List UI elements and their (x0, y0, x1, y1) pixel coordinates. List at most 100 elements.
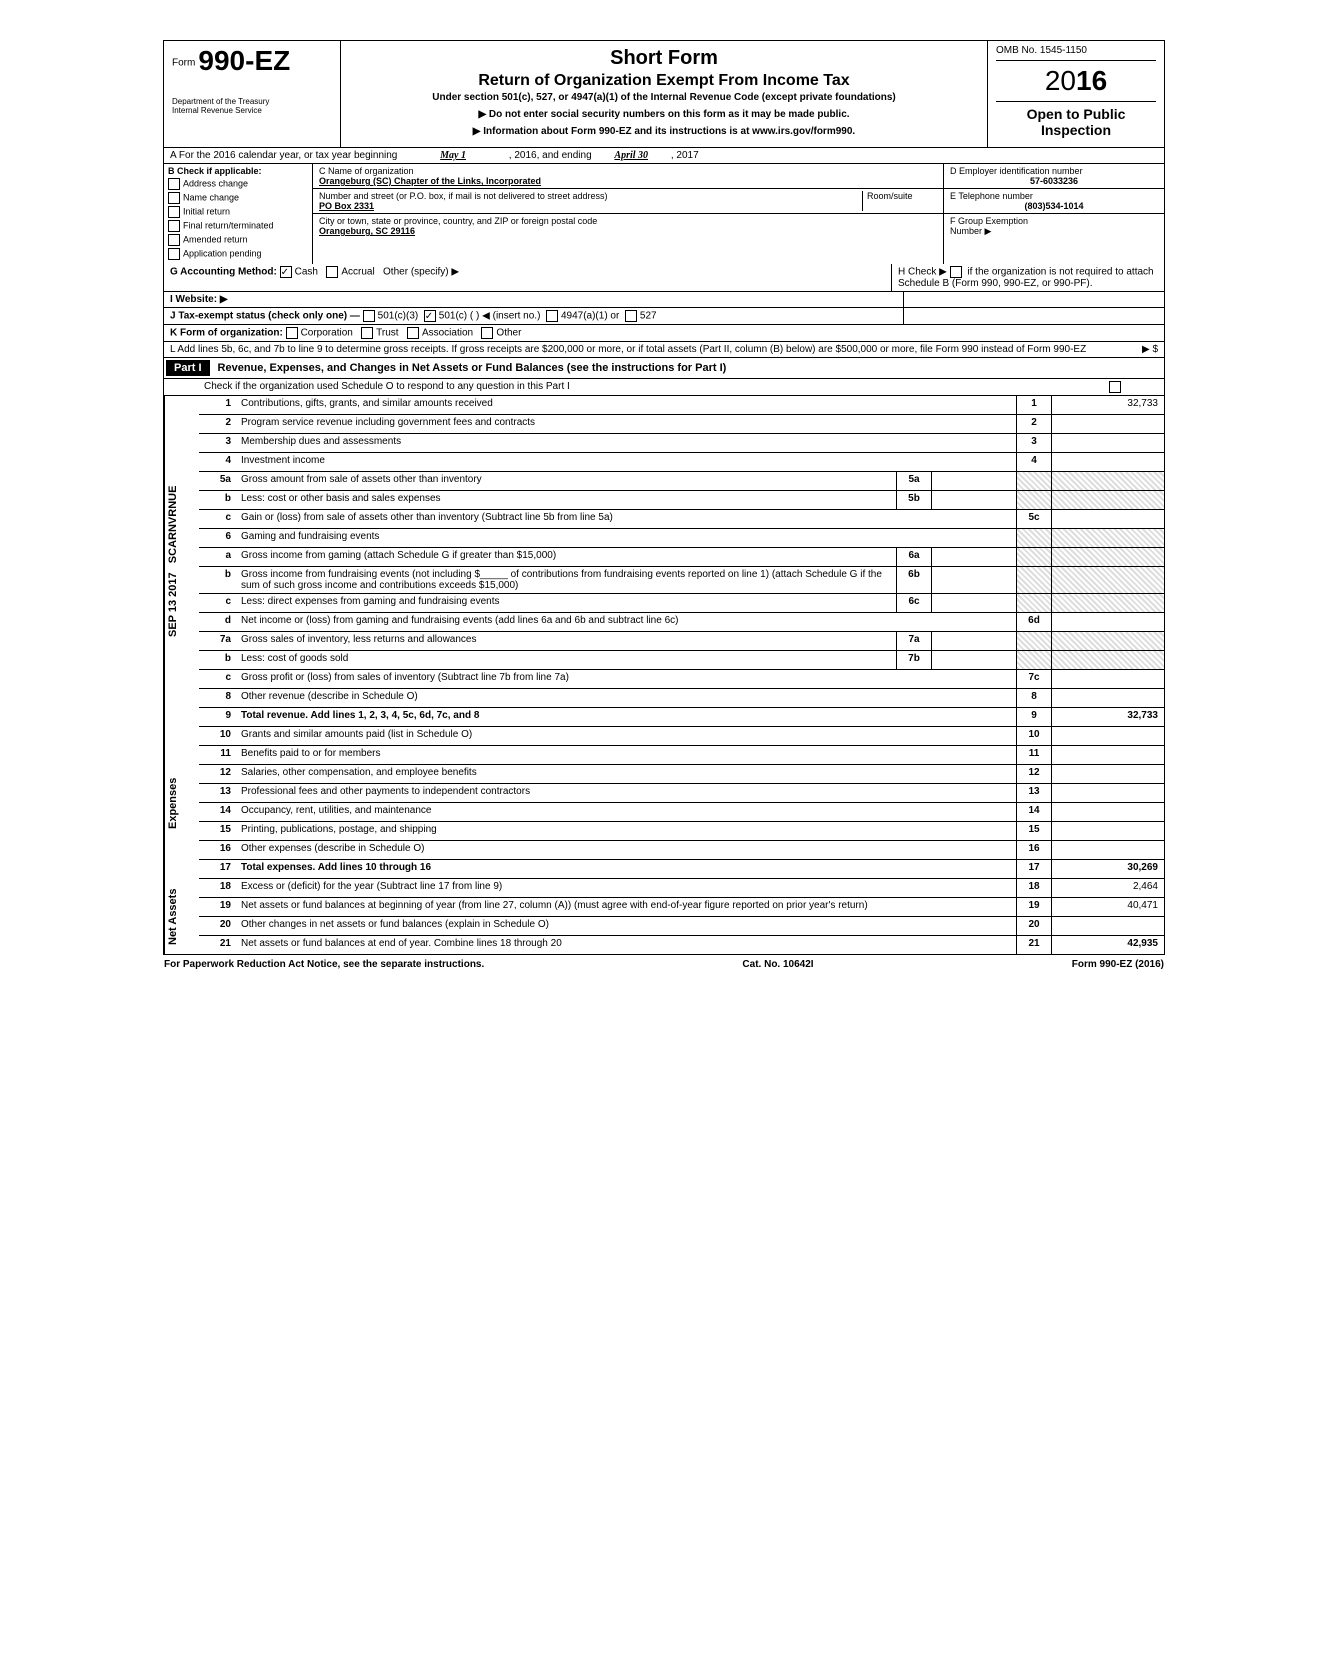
street-label: Number and street (or P.O. box, if mail … (319, 191, 862, 201)
section-b-header: B Check if applicable: (168, 166, 308, 176)
ein-label: D Employer identification number (950, 166, 1158, 176)
line-17-text: Total expenses. Add lines 10 through 16 (237, 860, 1016, 878)
part1-label: Part I (166, 360, 210, 376)
line-13-amount[interactable] (1051, 784, 1164, 802)
tax-year: 2016 (996, 61, 1156, 102)
line-4-amount[interactable] (1051, 453, 1164, 471)
line-14-amount[interactable] (1051, 803, 1164, 821)
check-address-change[interactable]: Address change (168, 178, 308, 190)
line-2-amount[interactable] (1051, 415, 1164, 433)
line-gh: G Accounting Method: Cash Accrual Other … (164, 264, 1164, 292)
line-11-amount[interactable] (1051, 746, 1164, 764)
line-12-amount[interactable] (1051, 765, 1164, 783)
line-8-amount[interactable] (1051, 689, 1164, 707)
side-label-revenue: SEP 13 2017 SCARNVRNUE (164, 396, 199, 727)
footer-mid: Cat. No. 10642I (742, 959, 813, 970)
check-other-org[interactable] (481, 327, 493, 339)
check-final-return[interactable]: Final return/terminated (168, 220, 308, 232)
check-application-pending[interactable]: Application pending (168, 248, 308, 260)
line-15-amount[interactable] (1051, 822, 1164, 840)
phone-value[interactable]: (803)534-1014 (950, 201, 1158, 211)
line-a: A For the 2016 calendar year, or tax yea… (164, 148, 1164, 164)
line-20-text: Other changes in net assets or fund bala… (237, 917, 1016, 935)
line-9-amount[interactable]: 32,733 (1051, 708, 1164, 726)
line-a-begin[interactable]: May 1 (400, 150, 506, 161)
line-l-arrow: ▶ $ (1142, 344, 1158, 355)
section-b: B Check if applicable: Address change Na… (164, 164, 313, 264)
line-19-amount[interactable]: 40,471 (1051, 898, 1164, 916)
notice-info: ▶ Information about Form 990-EZ and its … (345, 126, 983, 137)
part1-header: Part I Revenue, Expenses, and Changes in… (164, 358, 1164, 379)
check-amended-return[interactable]: Amended return (168, 234, 308, 246)
part1-title: Revenue, Expenses, and Changes in Net As… (210, 362, 727, 374)
check-initial-return[interactable]: Initial return (168, 206, 308, 218)
line-i: I Website: ▶ (164, 292, 1164, 308)
line-21-amount[interactable]: 42,935 (1051, 936, 1164, 954)
net-assets-section: Net Assets 18Excess or (deficit) for the… (164, 879, 1164, 954)
line-7c-text: Gross profit or (loss) from sales of inv… (237, 670, 1016, 688)
line-h-label: H Check ▶ (898, 267, 947, 278)
form-header: Form 990-EZ Department of the Treasury I… (164, 41, 1164, 148)
check-527[interactable] (625, 310, 637, 322)
line-16-amount[interactable] (1051, 841, 1164, 859)
form-prefix: Form (172, 57, 195, 68)
check-501c[interactable] (424, 310, 436, 322)
line-19-text: Net assets or fund balances at beginning… (237, 898, 1016, 916)
form-number: 990-EZ (198, 45, 290, 76)
check-4947[interactable] (546, 310, 558, 322)
under-text: Under section 501(c), 527, or 4947(a)(1)… (345, 92, 983, 103)
check-501c3[interactable] (363, 310, 375, 322)
line-18-amount[interactable]: 2,464 (1051, 879, 1164, 897)
check-trust[interactable] (361, 327, 373, 339)
check-schedule-b[interactable] (950, 266, 962, 278)
main-title: Short Form (345, 47, 983, 70)
line-6d-amount[interactable] (1051, 613, 1164, 631)
city-label: City or town, state or province, country… (319, 216, 937, 226)
line-j: J Tax-exempt status (check only one) — 5… (164, 308, 1164, 325)
line-a-end[interactable]: April 30 (594, 150, 668, 161)
room-label: Room/suite (867, 191, 937, 201)
line-16-text: Other expenses (describe in Schedule O) (237, 841, 1016, 859)
check-corporation[interactable] (286, 327, 298, 339)
line-k: K Form of organization: Corporation Trus… (164, 325, 1164, 342)
year-prefix: 20 (1045, 65, 1076, 96)
line-7a-text: Gross sales of inventory, less returns a… (237, 632, 896, 650)
line-6-text: Gaming and fundraising events (237, 529, 1016, 547)
line-17-amount[interactable]: 30,269 (1051, 860, 1164, 878)
footer-left: For Paperwork Reduction Act Notice, see … (164, 959, 484, 970)
line-15-text: Printing, publications, postage, and shi… (237, 822, 1016, 840)
line-20-amount[interactable] (1051, 917, 1164, 935)
form-number-box: Form 990-EZ Department of the Treasury I… (164, 41, 341, 147)
check-association[interactable] (407, 327, 419, 339)
org-name[interactable]: Orangeburg (SC) Chapter of the Links, In… (319, 176, 937, 186)
section-d: D Employer identification number 57-6033… (944, 164, 1164, 264)
line-4-text: Investment income (237, 453, 1016, 471)
line-7b-text: Less: cost of goods sold (237, 651, 896, 669)
line-8-text: Other revenue (describe in Schedule O) (237, 689, 1016, 707)
check-schedule-o[interactable] (1109, 381, 1121, 393)
line-5a-text: Gross amount from sale of assets other t… (237, 472, 896, 490)
line-i-label: I Website: ▶ (170, 294, 228, 305)
check-accrual[interactable] (326, 266, 338, 278)
line-a-end-year: , 2017 (671, 150, 699, 161)
city-value[interactable]: Orangeburg, SC 29116 (319, 226, 937, 236)
line-7c-amount[interactable] (1051, 670, 1164, 688)
line-5c-amount[interactable] (1051, 510, 1164, 528)
omb-box: OMB No. 1545-1150 2016 Open to Public In… (988, 41, 1164, 147)
ein-value[interactable]: 57-6033236 (950, 176, 1158, 186)
check-cash[interactable] (280, 266, 292, 278)
line-l-text: L Add lines 5b, 6c, and 7b to line 9 to … (170, 344, 1086, 355)
street-value[interactable]: PO Box 2331 (319, 201, 862, 211)
section-bcd: B Check if applicable: Address change Na… (164, 164, 1164, 264)
line-10-amount[interactable] (1051, 727, 1164, 745)
line-g-label: G Accounting Method: (170, 267, 277, 278)
omb-number: OMB No. 1545-1150 (996, 45, 1156, 61)
line-13-text: Professional fees and other payments to … (237, 784, 1016, 802)
line-l: L Add lines 5b, 6c, and 7b to line 9 to … (164, 342, 1164, 358)
revenue-section: SEP 13 2017 SCARNVRNUE 1Contributions, g… (164, 396, 1164, 727)
group-label2: Number ▶ (950, 226, 991, 236)
line-1-amount[interactable]: 32,733 (1051, 396, 1164, 414)
sub-title: Return of Organization Exempt From Incom… (345, 72, 983, 90)
line-3-amount[interactable] (1051, 434, 1164, 452)
check-name-change[interactable]: Name change (168, 192, 308, 204)
